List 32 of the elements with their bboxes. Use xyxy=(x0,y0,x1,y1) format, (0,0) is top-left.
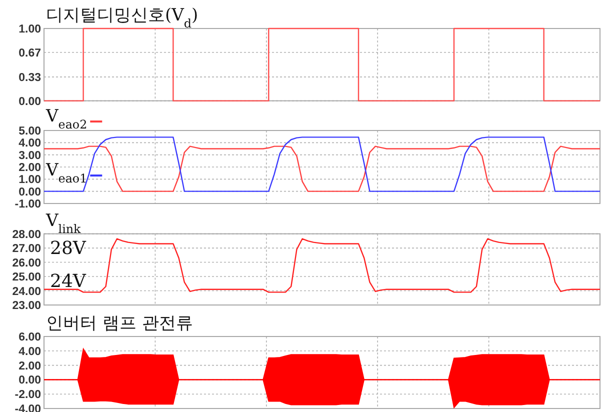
y-tick-label: 6.00 xyxy=(18,332,41,344)
y-tick-label: 1.00 xyxy=(18,24,41,36)
y-tick-label: 24.00 xyxy=(12,286,41,298)
chart-title: 디지털디밍신호(V$_{d}$) xyxy=(46,6,198,30)
y-tick-label: 4.00 xyxy=(18,346,41,358)
y-tick-label: 3.00 xyxy=(18,150,41,162)
legend-label: V$_{eao2}$ xyxy=(45,106,88,132)
line-series xyxy=(43,238,601,293)
annotation: 28V xyxy=(50,238,87,259)
y-tick-label: 0.33 xyxy=(18,72,41,84)
y-tick-label: 25.00 xyxy=(12,272,41,284)
y-tick-label: 0.67 xyxy=(18,47,41,60)
y-tick-label: 27.00 xyxy=(12,243,41,256)
y-tick-label: 5.00 xyxy=(18,126,41,138)
y-tick-label: 1.00 xyxy=(18,174,41,186)
chart-title: 인버터 램프 관전류 xyxy=(46,314,193,334)
line-series xyxy=(43,146,601,192)
y-tick-label: 0.00 xyxy=(18,96,41,108)
annotation: 24V xyxy=(50,271,87,292)
y-tick-label: 26.00 xyxy=(12,257,41,270)
legend-label: V$_{eao1}$ xyxy=(45,160,88,186)
y-tick-label: -1.00 xyxy=(14,198,41,210)
line-series xyxy=(43,136,601,192)
y-tick-label: 2.00 xyxy=(18,162,41,174)
y-tick-label: -2.00 xyxy=(14,389,41,402)
y-tick-label: 0.00 xyxy=(18,186,41,198)
y-tick-label: 23.00 xyxy=(12,300,41,312)
y-tick-label: 0.00 xyxy=(18,374,41,387)
chart-title: V$_{link}$ xyxy=(45,210,82,236)
y-tick-label: 28.00 xyxy=(12,228,41,241)
y-tick-label: 4.00 xyxy=(18,138,41,150)
y-tick-label: 2.00 xyxy=(18,360,41,372)
